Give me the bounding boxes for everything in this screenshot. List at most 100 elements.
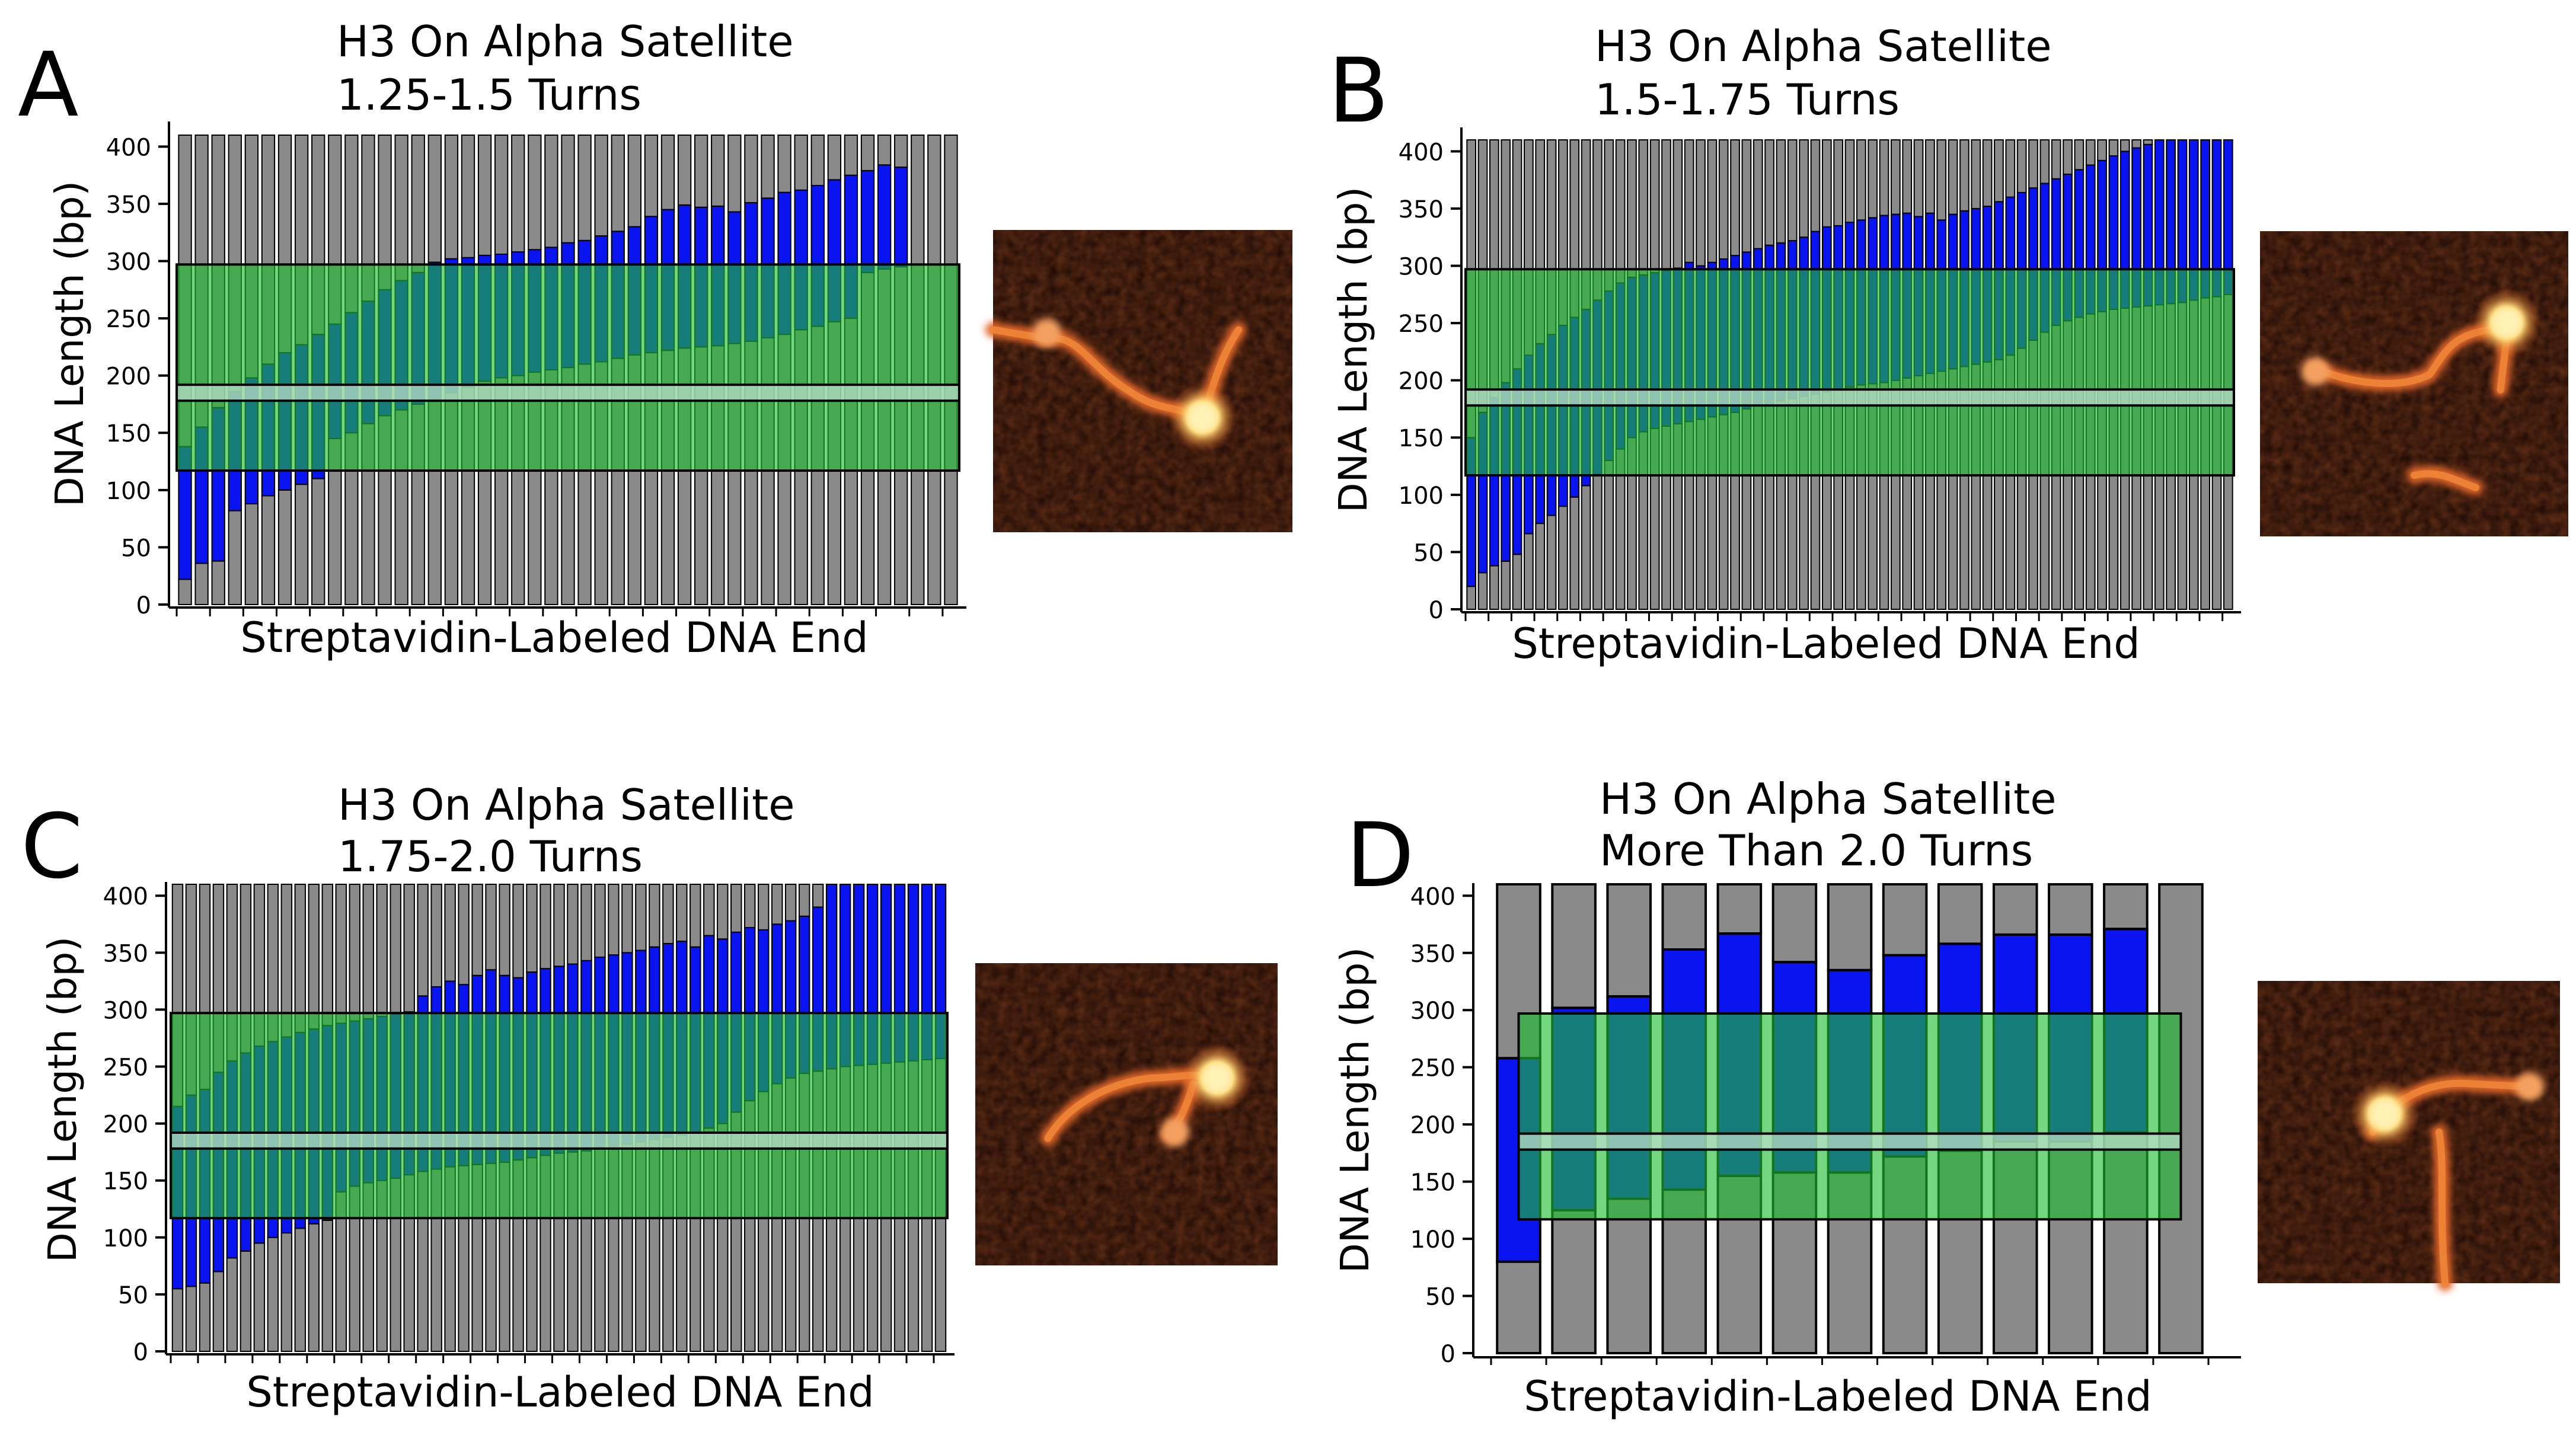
bar-segment-wrapped: [894, 167, 908, 268]
bar-segment-free-end: [540, 884, 551, 970]
bar-segment-free-end: [1638, 139, 1649, 276]
afm-nucleosome: [1187, 402, 1218, 433]
bar-segment-free-start: [194, 562, 209, 606]
bar-segment-free-start: [1546, 514, 1557, 610]
bar-segment-free-end: [1810, 139, 1821, 232]
y-tick-label: 350: [1410, 941, 1455, 968]
panel-d: D H3 On Alpha Satellite More Than 2.0 Tu…: [1332, 774, 2560, 1421]
bar-segment-free-end: [694, 135, 708, 208]
bar-segment-free-end: [594, 884, 606, 958]
bar-segment-free-end: [2063, 139, 2073, 175]
afm-image: [985, 230, 1292, 532]
bar-segment-free-end: [1913, 139, 1924, 218]
bar-segment-free-start: [1535, 523, 1546, 610]
bar-segment-free-end: [827, 135, 842, 181]
bar-segment-free-start: [1606, 1197, 1652, 1355]
y-tick-label: 350: [106, 191, 151, 219]
bar-segment-free-start: [1489, 565, 1499, 610]
bar-segment-free-end: [1948, 139, 1958, 215]
bar-segment-free-start: [1592, 474, 1603, 610]
bar-segment-free-end: [794, 135, 808, 191]
bar-segment-free-start: [244, 503, 259, 606]
bar-segment-free-start: [321, 1219, 334, 1352]
y-tick-label: 100: [1399, 482, 1444, 510]
x-axis-label: Streptavidin-Labeled DNA End: [1524, 1372, 2152, 1421]
afm-streptavidin-label: [1160, 1118, 1189, 1147]
bar-segment-free-start: [1569, 496, 1580, 610]
y-ticks: 0 50 100 150 200 250 300 350 400: [1410, 883, 1473, 1368]
bar-segment-free-end: [1882, 883, 1928, 957]
bar-segment-free-end: [1821, 139, 1832, 228]
bar-segment-free-end: [727, 135, 742, 213]
y-tick-label: 400: [106, 134, 151, 161]
bar-segment-free-start: [178, 578, 192, 606]
bar-segment-free-end: [2097, 139, 2107, 161]
y-tick-label: 150: [103, 1168, 148, 1195]
bar-segment-free-end: [1787, 139, 1798, 241]
y-axis-label: DNA Length (bp): [1330, 187, 1376, 513]
bar-segment-free-end: [1649, 139, 1660, 274]
bar-segment-free-end: [444, 135, 459, 260]
bar-segment-free-end: [544, 135, 558, 248]
bar-segment-free-end: [580, 884, 592, 961]
bar-segment-free-end: [2074, 139, 2085, 171]
panel-letter: A: [18, 34, 79, 137]
chart-subtitle: More Than 2.0 Turns: [1600, 826, 2033, 875]
bar-segment-free-start: [228, 510, 242, 605]
bar-segment-free-end: [427, 135, 442, 263]
bar-segment-free-end: [1741, 139, 1752, 253]
bar-segment-free-end: [1827, 883, 1873, 971]
afm-image: [2258, 981, 2560, 1291]
bar-segment-free-end: [499, 884, 510, 976]
bar-segment-free-start: [261, 495, 276, 605]
bar-segment-free-start: [267, 1236, 279, 1353]
bar-segment-free-end: [627, 135, 642, 228]
bar-segment-free-end: [528, 135, 542, 251]
bar-segment-free-end: [2005, 139, 2016, 198]
bar-segment-free-start: [212, 1271, 225, 1352]
bar-segment-free-end: [553, 884, 565, 967]
bar-segment-free-end: [2119, 139, 2130, 152]
y-tick-label: 250: [1410, 1055, 1455, 1082]
bars: [1464, 139, 2235, 610]
bar-segment-free-end: [1627, 139, 1637, 278]
y-tick-label: 50: [118, 1282, 148, 1309]
bar-segment-free-start: [1558, 506, 1568, 610]
bar-segment-free-start: [211, 560, 225, 605]
bar-segment-free-end: [798, 884, 810, 917]
afm-streptavidin-label: [2516, 1072, 2544, 1101]
bar-segment-free-start: [1496, 1260, 1541, 1354]
y-tick-label: 0: [1429, 597, 1444, 624]
bars: [1496, 883, 2204, 1355]
bar-segment-free-end: [660, 135, 675, 210]
dyad-band: [1517, 1132, 2182, 1151]
bar-segment-free-end: [703, 884, 715, 936]
bar-segment-free-end: [458, 884, 470, 986]
y-tick-label: 250: [103, 1054, 148, 1082]
bar-segment-free-end: [561, 135, 575, 244]
bar-segment-free-end: [744, 135, 758, 203]
chart-title: H3 On Alpha Satellite: [1595, 21, 2052, 71]
y-axis-label: DNA Length (bp): [47, 181, 92, 507]
bar-segment-free-start: [277, 489, 292, 606]
bar-segment-free-end: [1672, 139, 1683, 269]
bar-segment-free-end: [511, 135, 525, 253]
x-ticks: [1490, 1356, 2210, 1365]
y-tick-label: 50: [1413, 539, 1444, 567]
afm-nucleosome: [1202, 1062, 1233, 1094]
y-axis-label: DNA Length (bp): [1332, 947, 1378, 1273]
afm-image: [2260, 231, 2568, 536]
bar-segment-free-end: [676, 884, 688, 942]
y-tick-label: 50: [1425, 1284, 1455, 1311]
y-tick-label: 300: [1399, 253, 1444, 280]
bar-segment-free-start: [1604, 459, 1614, 610]
bar-segment-free-end: [2143, 139, 2153, 145]
bar-segment-free-end: [461, 135, 475, 258]
y-tick-label: 400: [1399, 139, 1444, 166]
bar-segment-free-end: [335, 884, 347, 1024]
bar-segment-free-end: [308, 884, 320, 1030]
bar-segment-free-end: [1982, 139, 1993, 207]
bar-segment-free-end: [1776, 139, 1786, 244]
bar-segment-free-end: [294, 884, 307, 1033]
